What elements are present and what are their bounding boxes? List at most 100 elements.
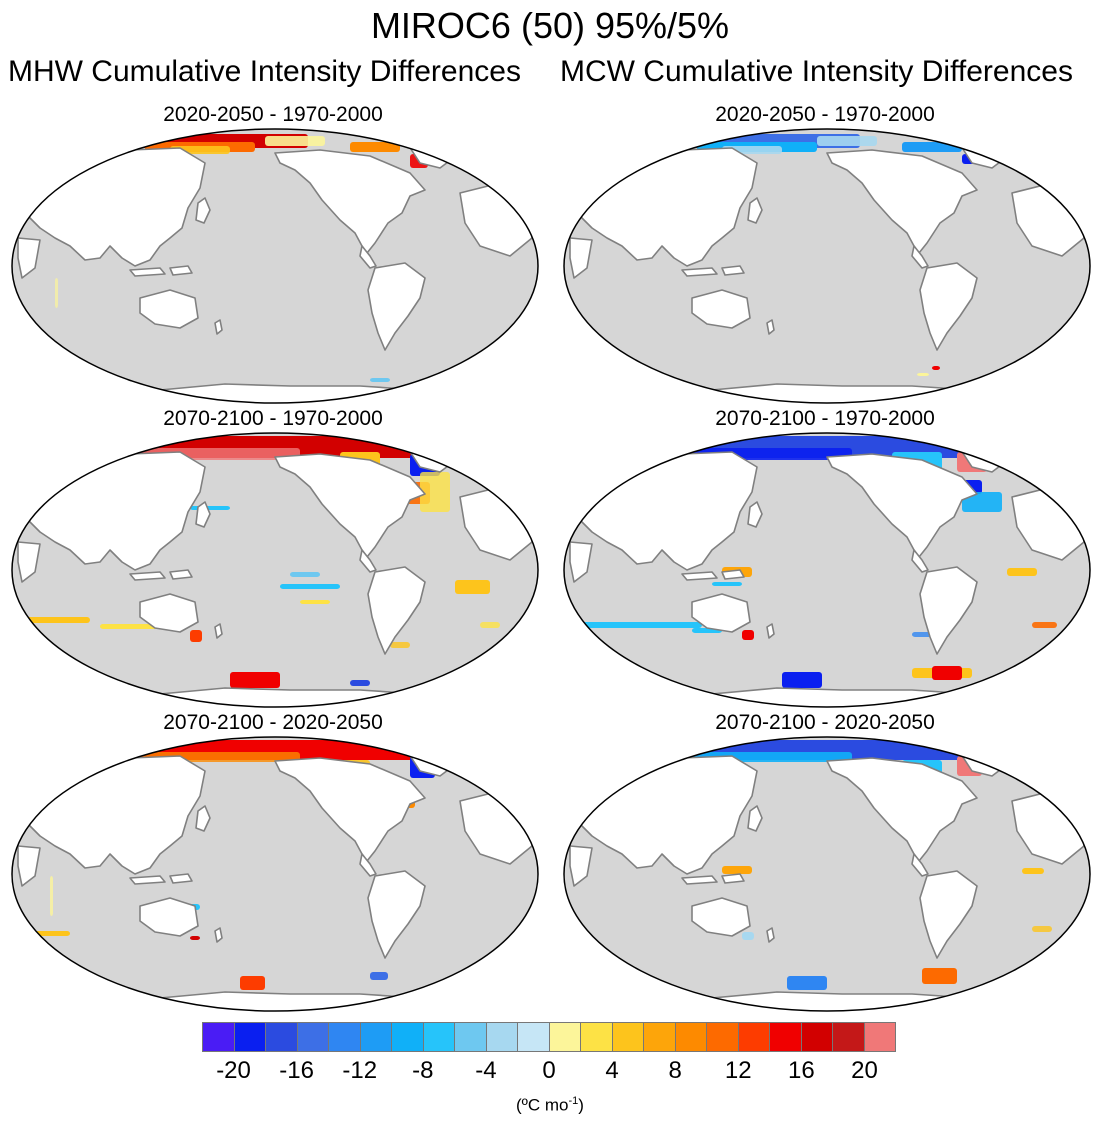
panel-title-mhw-2070-2100: 2070-2100 - 1970-2000: [163, 407, 383, 430]
colorbar-swatch: [329, 1023, 361, 1051]
landmass: [367, 262, 426, 351]
landmass: [766, 623, 775, 639]
landmass: [919, 262, 978, 351]
landmass: [826, 149, 978, 254]
anomaly-patch: [932, 666, 962, 680]
panel-title-mcw-2070-2100: 2070-2100 - 1970-2000: [715, 407, 935, 430]
robinson-map-svg: [563, 432, 1091, 708]
landmass: [681, 267, 718, 277]
colorbar-swatch: [612, 1023, 644, 1051]
landmass: [195, 805, 211, 832]
landmass: [139, 897, 199, 937]
anomaly-patch: [1022, 868, 1044, 874]
landmass: [359, 549, 377, 573]
landmass: [691, 593, 751, 633]
landmass: [766, 927, 775, 943]
anomaly-patch: [55, 278, 58, 308]
landmass: [911, 853, 929, 877]
colorbar-swatch: [738, 1023, 770, 1051]
panel-title-mhw-2020-2050: 2020-2050 - 1970-2000: [163, 103, 383, 126]
landmass: [569, 237, 593, 279]
anomaly-patch: [582, 622, 702, 628]
map-mcw-2070-2100: [562, 432, 1092, 708]
colorbar-tick-label: -20: [216, 1057, 251, 1084]
colorbar-units: (ºC mo-1): [516, 1095, 584, 1115]
landmass: [691, 897, 751, 937]
anomaly-patch: [50, 876, 53, 916]
colorbar-swatch: [770, 1023, 802, 1051]
landmass: [747, 805, 763, 832]
landmass: [214, 623, 223, 639]
anomaly-patch: [712, 582, 742, 586]
robinson-map-svg: [563, 128, 1091, 404]
landmass: [214, 927, 223, 943]
anomaly-patch: [902, 142, 962, 152]
anomaly-patch: [722, 866, 752, 874]
anomaly-patch: [265, 136, 325, 146]
landmass: [911, 245, 929, 269]
landmass: [721, 265, 745, 276]
anomaly-patch: [370, 972, 388, 980]
landmass: [274, 453, 426, 558]
map-border: [563, 432, 1091, 708]
anomaly-patch: [782, 672, 822, 688]
landmass: [359, 245, 377, 269]
landmass: [359, 853, 377, 877]
landmass: [681, 875, 718, 885]
anomaly-patch: [300, 600, 330, 604]
colorbar-swatch: [675, 1023, 707, 1051]
anomaly-patch: [280, 584, 340, 589]
anomaly-patch: [1032, 622, 1057, 628]
landmass: [911, 549, 929, 573]
landmass: [747, 197, 763, 224]
landmass: [826, 757, 978, 862]
anomaly-patch: [190, 936, 200, 940]
map-mcw-2020-2050: [562, 128, 1092, 404]
landmass: [766, 319, 775, 335]
landmass: [274, 757, 426, 862]
map-border: [563, 736, 1091, 1012]
landmass: [721, 873, 745, 884]
landmass: [17, 541, 41, 583]
colorbar-swatch: [297, 1023, 329, 1051]
landmass: [129, 267, 166, 277]
mhw-column-title: MHW Cumulative Intensity Differences: [8, 55, 521, 88]
anomaly-patch: [420, 472, 450, 512]
anomaly-patch: [350, 142, 400, 152]
anomaly-patch: [20, 617, 90, 623]
landmass: [195, 197, 211, 224]
landmass: [826, 453, 978, 558]
anomaly-patch: [962, 492, 1002, 512]
anomaly-patch: [370, 378, 390, 382]
anomaly-patch: [817, 136, 877, 146]
landmass: [139, 593, 199, 633]
landmass: [129, 875, 166, 885]
anomaly-patch: [240, 976, 265, 990]
colorbar-swatch: [518, 1023, 550, 1051]
anomaly-patch: [742, 932, 754, 940]
anomaly-patch: [390, 642, 410, 648]
landmass: [139, 289, 199, 329]
robinson-map-svg: [11, 736, 539, 1012]
landmass: [274, 149, 426, 254]
map-border: [11, 432, 539, 708]
landmass: [919, 566, 978, 655]
colorbar-swatch: [581, 1023, 613, 1051]
anomaly-patch: [932, 366, 940, 370]
colorbar-swatch: [486, 1023, 518, 1051]
colorbar: [202, 1022, 896, 1052]
colorbar-swatch: [360, 1023, 392, 1051]
map-mcw-late-vs-mid: [562, 736, 1092, 1012]
panel-title-mcw-2020-2050: 2020-2050 - 1970-2000: [715, 103, 935, 126]
robinson-map-svg: [11, 128, 539, 404]
landmass: [569, 541, 593, 583]
landmass: [569, 845, 593, 887]
robinson-map-svg: [563, 736, 1091, 1012]
anomaly-patch: [190, 506, 230, 510]
colorbar-tick-label: 16: [788, 1057, 815, 1084]
colorbar-swatch: [644, 1023, 676, 1051]
anomaly-patch: [1007, 568, 1037, 576]
landmass: [919, 870, 978, 959]
colorbar-swatch: [234, 1023, 266, 1051]
colorbar-tick-label: 12: [724, 1057, 752, 1084]
